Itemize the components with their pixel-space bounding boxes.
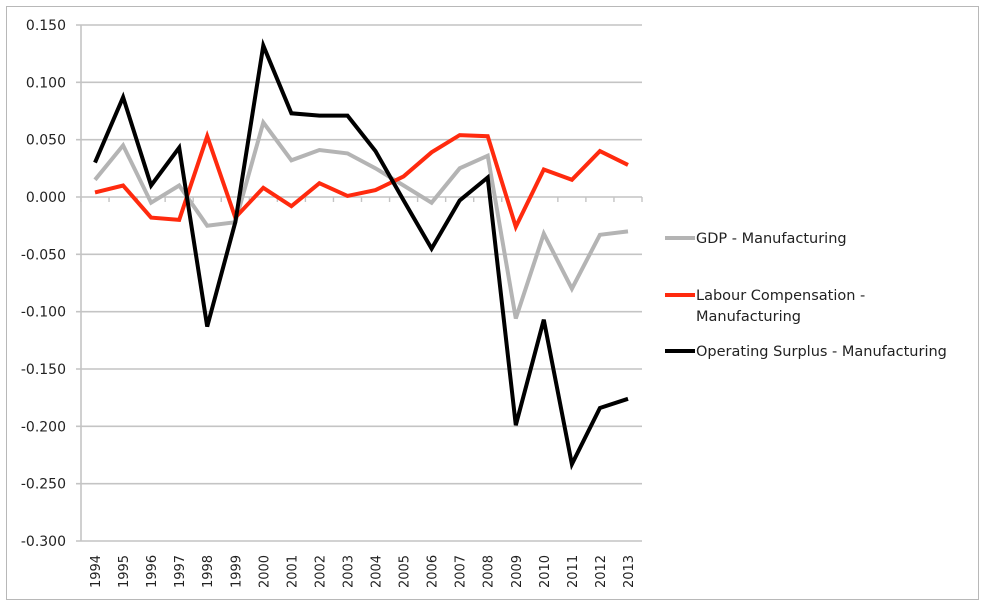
series-line-2 (93, 38, 629, 471)
x-tick-label: 1998 (201, 555, 216, 588)
y-tick-label: 0.000 (26, 190, 66, 206)
x-tick-label: 2002 (313, 555, 328, 588)
x-tick-label: 2006 (426, 555, 441, 588)
y-tick-label: -0.050 (21, 247, 66, 263)
x-tick-label: 1999 (229, 555, 244, 588)
series-line-1 (94, 129, 629, 233)
x-tick-label: 2013 (622, 555, 637, 588)
x-tick-label: 2003 (341, 555, 356, 588)
x-tick-label: 2011 (566, 555, 581, 588)
x-tick-label: 1995 (117, 555, 132, 588)
gridlines (76, 24, 642, 542)
x-tick-label: 1996 (145, 555, 160, 588)
y-tick-label: -0.100 (21, 305, 66, 321)
y-tick-label: 0.150 (26, 18, 66, 34)
legend: GDP - Manufacturing Labour Compensation -… (665, 231, 947, 360)
x-tick-label: 2007 (454, 555, 469, 588)
y-tick-label: 0.100 (26, 75, 66, 91)
x-tick-label: 2004 (370, 555, 385, 588)
series-line-0 (93, 118, 629, 320)
y-axis: 0.150 0.100 0.050 0.000 -0.050 -0.100 -0.150 -0… (21, 18, 82, 550)
y-tick-label: 0.050 (26, 133, 66, 149)
y-tick-label: -0.250 (21, 477, 66, 493)
legend-label: GDP - Manufacturing (696, 231, 847, 247)
x-tick-label: 2012 (594, 555, 609, 588)
x-tick-label: 2000 (257, 555, 272, 588)
x-tick-label: 2009 (510, 555, 525, 588)
y-tick-label: -0.300 (21, 534, 66, 550)
y-tick-label: -0.150 (21, 362, 66, 378)
series-lines (93, 38, 629, 471)
x-tick-label: 2008 (482, 555, 497, 588)
x-tick-label: 2010 (538, 555, 553, 588)
legend-label: Labour Compensation - (696, 288, 865, 304)
chart-frame (6, 6, 979, 600)
x-tick-label: 2005 (398, 555, 413, 588)
y-tick-label: -0.200 (21, 419, 66, 435)
x-axis: 1994 1995 1996 1997 1998 1999 2000 2001 2002 2003… (80, 197, 643, 588)
legend-label: Operating Surplus - Manufacturing (696, 344, 947, 360)
x-tick-label: 2001 (285, 555, 300, 588)
x-tick-label: 1994 (89, 555, 104, 588)
x-tick-label: 1997 (173, 555, 188, 588)
legend-label: Manufacturing (696, 309, 801, 325)
